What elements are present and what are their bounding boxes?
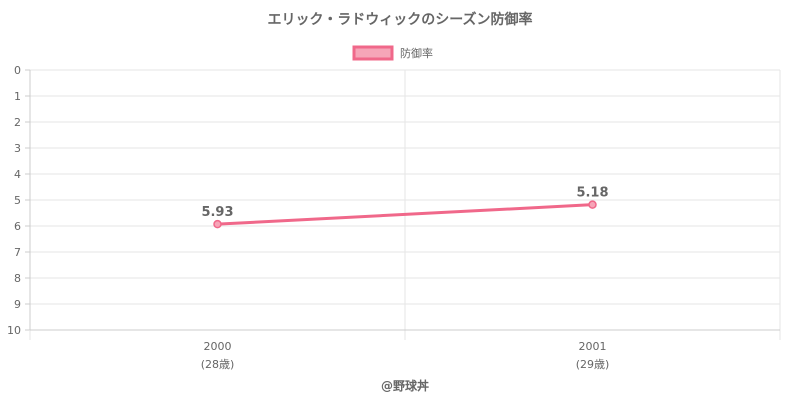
y-tick-label: 2 — [14, 116, 21, 129]
series-line-path — [217, 203, 593, 226]
x-tick-label: 2001 — [579, 340, 607, 353]
data-label: 5.18 — [576, 186, 608, 201]
x-tick-label: 2000 — [204, 340, 232, 353]
y-tick-label: 1 — [14, 90, 21, 103]
y-tick-label: 0 — [14, 64, 21, 77]
y-tick-label: 3 — [14, 142, 21, 155]
y-tick-label: 6 — [14, 220, 21, 233]
y-tick-label: 7 — [14, 246, 21, 259]
x-tick-sublabel: (28歳) — [201, 358, 235, 371]
legend[interactable]: 防御率 — [352, 45, 433, 61]
x-tick-sublabel: (29歳) — [576, 358, 610, 371]
credit-text: @野球丼 — [381, 378, 429, 393]
y-tick-label: 4 — [14, 168, 21, 181]
legend-label: 防御率 — [400, 46, 433, 60]
grid-lines — [25, 69, 781, 340]
data-point — [213, 219, 222, 229]
chart-title: エリック・ラドウィックのシーズン防御率 — [267, 11, 532, 28]
y-axis: 0 1 2 3 4 5 6 7 8 9 10 — [7, 64, 21, 337]
legend-swatch — [352, 45, 394, 61]
data-label: 5.93 — [201, 205, 233, 220]
data-point — [588, 200, 597, 209]
y-tick-label: 5 — [14, 194, 21, 207]
y-tick-label: 8 — [14, 272, 21, 285]
x-axis: 2000 (28歳) 2001 (29歳) — [201, 340, 610, 371]
series-line: 5.93 5.18 — [201, 186, 609, 229]
y-tick-label: 10 — [7, 324, 21, 337]
y-tick-label: 9 — [14, 298, 21, 311]
